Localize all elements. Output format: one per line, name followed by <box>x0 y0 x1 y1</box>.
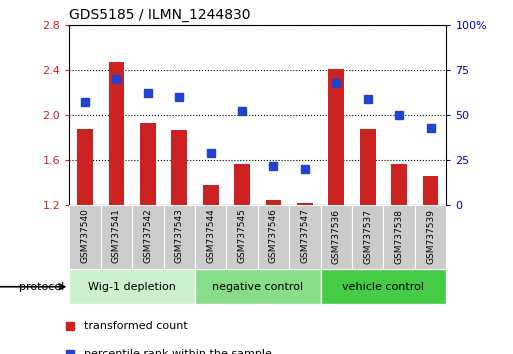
Text: GSM737541: GSM737541 <box>112 209 121 263</box>
Bar <box>69 269 195 304</box>
Bar <box>109 62 124 205</box>
Text: GSM737546: GSM737546 <box>269 209 278 263</box>
Text: protocol: protocol <box>19 282 64 292</box>
Text: percentile rank within the sample: percentile rank within the sample <box>84 349 272 354</box>
Text: GSM737539: GSM737539 <box>426 209 435 263</box>
Text: transformed count: transformed count <box>84 321 188 331</box>
Bar <box>258 205 289 269</box>
Bar <box>423 176 439 205</box>
Bar <box>289 205 321 269</box>
Text: GSM737540: GSM737540 <box>81 209 89 263</box>
Text: GSM737542: GSM737542 <box>143 209 152 263</box>
Text: Wig-1 depletion: Wig-1 depletion <box>88 282 176 292</box>
Bar <box>321 269 446 304</box>
Bar <box>132 205 164 269</box>
Text: GSM737547: GSM737547 <box>301 209 309 263</box>
Bar <box>328 69 344 205</box>
Bar <box>391 164 407 205</box>
Bar <box>77 129 93 205</box>
Bar <box>383 205 415 269</box>
Text: GSM737544: GSM737544 <box>206 209 215 263</box>
Bar <box>321 205 352 269</box>
Bar <box>226 205 258 269</box>
Bar <box>140 123 155 205</box>
Bar <box>234 164 250 205</box>
Bar <box>352 205 383 269</box>
Bar <box>360 129 376 205</box>
Text: GSM737545: GSM737545 <box>238 209 247 263</box>
Text: negative control: negative control <box>212 282 303 292</box>
Bar <box>101 205 132 269</box>
Text: GSM737538: GSM737538 <box>394 209 404 263</box>
Bar <box>203 185 219 205</box>
Bar <box>297 203 313 205</box>
Text: vehicle control: vehicle control <box>343 282 424 292</box>
Bar <box>171 130 187 205</box>
Text: GDS5185 / ILMN_1244830: GDS5185 / ILMN_1244830 <box>69 8 251 22</box>
Text: GSM737537: GSM737537 <box>363 209 372 263</box>
Text: GSM737543: GSM737543 <box>175 209 184 263</box>
Bar <box>266 200 281 205</box>
Bar <box>195 269 321 304</box>
Bar <box>164 205 195 269</box>
Text: GSM737536: GSM737536 <box>332 209 341 263</box>
Bar <box>69 205 101 269</box>
Bar <box>195 205 226 269</box>
Bar <box>415 205 446 269</box>
